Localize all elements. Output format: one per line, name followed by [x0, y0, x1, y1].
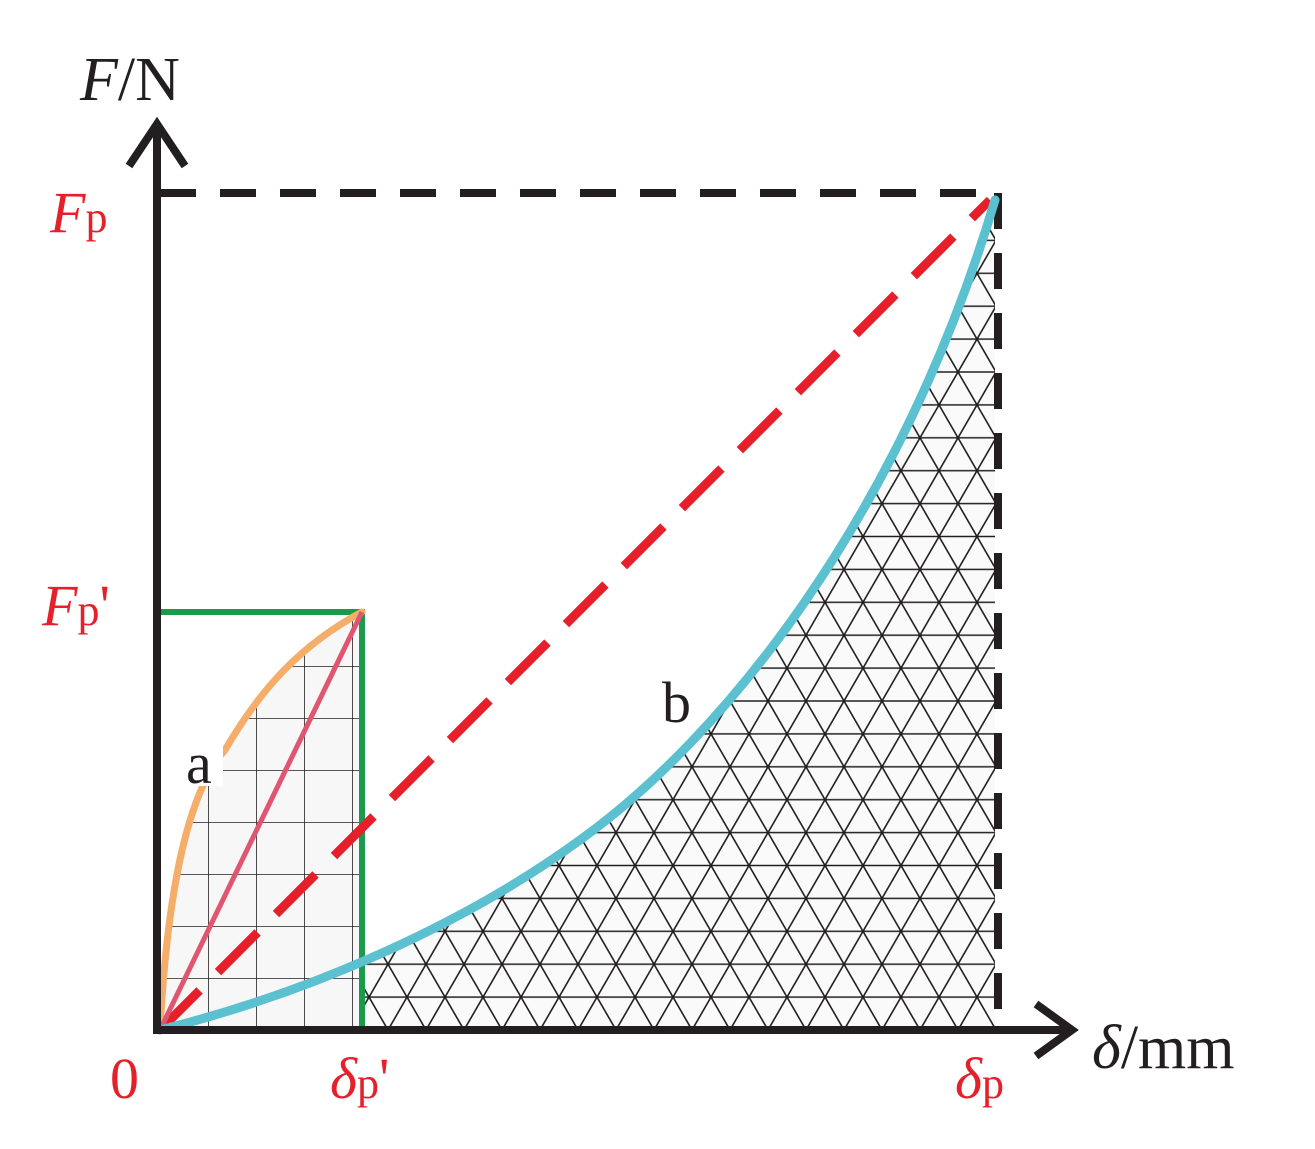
curve-b-label: b: [662, 670, 691, 735]
curve-a-label-bg: [183, 742, 223, 786]
y-axis-title: F/N: [79, 46, 180, 114]
y-axis-arrow: [125, 116, 189, 169]
secant-a: [157, 610, 365, 1032]
x-tick-dp: δp: [955, 1046, 1004, 1111]
axes: [125, 116, 1079, 1060]
y-tick-fp-prime: Fp': [41, 573, 110, 638]
curve-b: [155, 195, 1000, 1035]
red-dashed-secant: [156, 196, 994, 1034]
y-tick-fp: Fp: [49, 180, 107, 245]
origin-label: 0: [110, 1046, 139, 1111]
x-axis-title: δ/mm: [1092, 1014, 1235, 1082]
x-tick-dp-prime: δp': [330, 1046, 389, 1111]
curve-a-label: a: [186, 731, 212, 796]
x-axis-arrow: [1033, 1000, 1079, 1060]
